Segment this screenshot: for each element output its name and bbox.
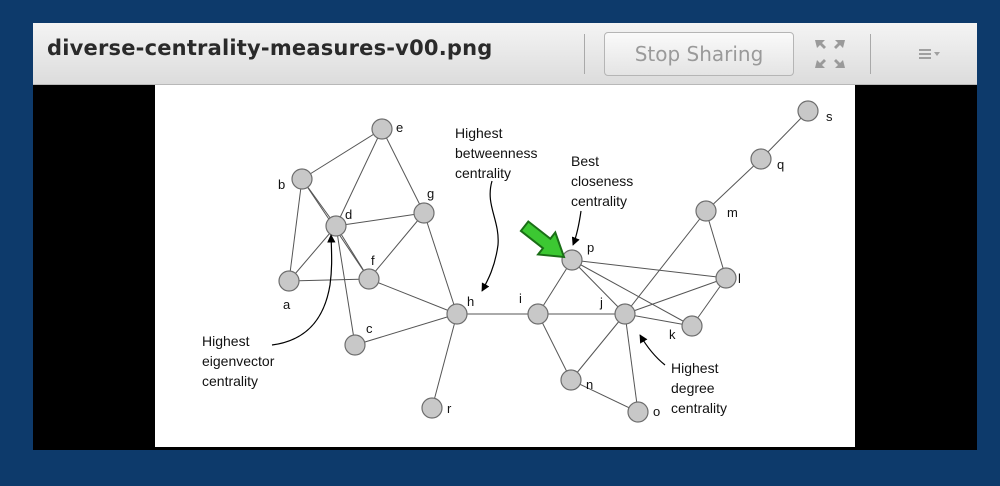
node-label: d <box>345 207 352 222</box>
fullscreen-icon[interactable] <box>813 38 847 70</box>
annotation-eigenvector: Highest eigenvector centrality <box>202 333 278 389</box>
node-label: a <box>283 297 291 312</box>
node-label: e <box>396 120 403 135</box>
graph-node <box>797 100 819 122</box>
shared-image: a b c d e f g h i j k l m n o p q <box>155 85 855 447</box>
centrality-graph: a b c d e f g h i j k l m n o p q <box>202 100 833 423</box>
annotation-closeness: Best closeness centrality <box>571 153 637 209</box>
node-label: f <box>371 253 375 268</box>
graph-node <box>413 202 435 224</box>
graph-edges <box>288 110 809 413</box>
menu-icon[interactable] <box>913 42 947 66</box>
node-label: n <box>586 377 593 392</box>
graph-node <box>614 303 636 325</box>
green-arrow-icon <box>519 220 566 259</box>
graph-node <box>560 369 582 391</box>
annotations: Highest betweenness centrality Best clos… <box>202 125 727 416</box>
node-label: i <box>519 291 522 306</box>
node-label: b <box>278 177 285 192</box>
graph-node <box>750 148 772 170</box>
node-label: k <box>669 327 676 342</box>
node-labels: a b c d e f g h i j k l m n o p q <box>278 109 833 419</box>
graph-node <box>291 168 313 190</box>
toolbar-separator <box>870 34 871 74</box>
pod-title-bar: diverse-centrality-measures-v00.png Stop… <box>33 23 977 85</box>
share-pod: diverse-centrality-measures-v00.png Stop… <box>33 23 977 450</box>
shared-content-viewport: a b c d e f g h i j k l m n o p q <box>33 85 977 450</box>
graph-node <box>627 401 649 423</box>
graph-node <box>561 249 583 271</box>
graph-node <box>681 315 703 337</box>
graph-node <box>421 397 443 419</box>
graph-node <box>344 334 366 356</box>
stop-sharing-button[interactable]: Stop Sharing <box>604 32 794 76</box>
graph-node <box>278 270 300 292</box>
graph-nodes <box>278 100 819 423</box>
node-label: j <box>599 295 603 310</box>
pod-title: diverse-centrality-measures-v00.png <box>47 36 493 60</box>
annotation-degree: Highest degree centrality <box>671 360 727 416</box>
node-label: l <box>738 271 741 286</box>
graph-node <box>446 303 468 325</box>
graph-node <box>325 215 347 237</box>
node-label: o <box>653 404 660 419</box>
node-label: h <box>467 294 474 309</box>
annotation-betweenness: Highest betweenness centrality <box>455 125 541 181</box>
graph-node <box>358 268 380 290</box>
graph-node <box>695 200 717 222</box>
node-label: r <box>447 401 452 416</box>
node-label: g <box>427 186 434 201</box>
graph-node <box>527 303 549 325</box>
node-label: s <box>826 109 833 124</box>
annotation-pointers <box>271 180 666 366</box>
node-label: m <box>727 205 738 220</box>
toolbar-separator <box>584 34 585 74</box>
node-label: p <box>587 240 594 255</box>
node-label: c <box>366 321 373 336</box>
node-label: q <box>777 157 784 172</box>
graph-node <box>371 118 393 140</box>
graph-node <box>715 267 737 289</box>
